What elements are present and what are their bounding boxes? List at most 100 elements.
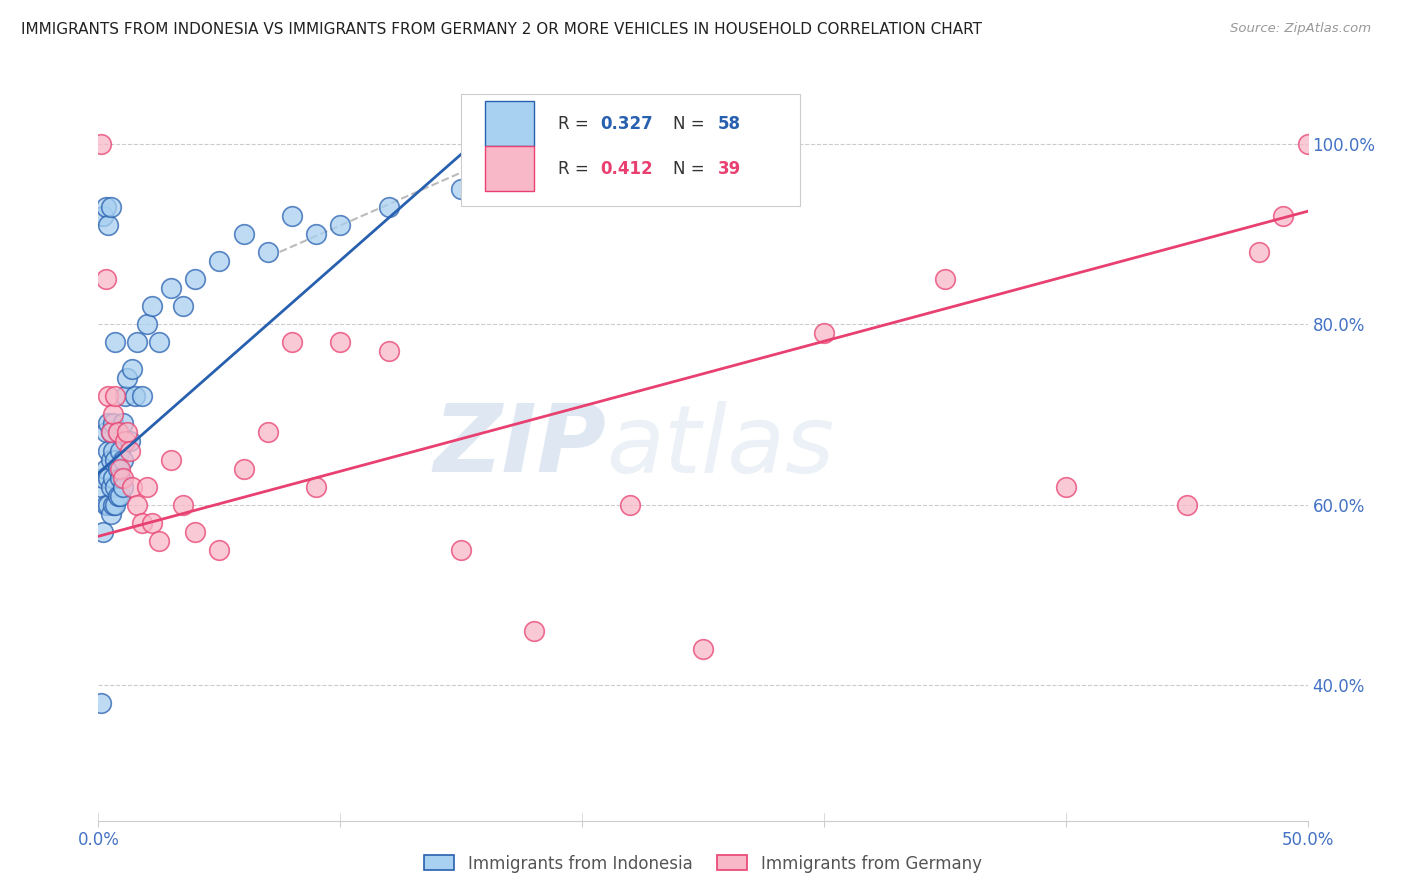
Point (107, 425, 129, 440)
Point (100, 480, 122, 494)
Point (305, 227, 328, 241)
Point (104, 389, 127, 403)
Point (281, 335, 304, 350)
Point (107, 425, 129, 440)
Point (97, 417, 120, 431)
Point (184, 524, 207, 539)
Point (172, 299, 194, 313)
Point (101, 408, 124, 422)
Point (329, 218, 352, 232)
Point (127, 498, 149, 512)
Point (111, 470, 134, 484)
Point (100, 425, 122, 440)
Point (94, 461, 117, 475)
Point (111, 417, 134, 431)
Point (1249, 244, 1271, 259)
Point (281, 209, 304, 223)
Point (813, 326, 835, 340)
Point (121, 480, 143, 494)
Point (124, 389, 146, 403)
Point (148, 335, 170, 350)
Text: R =: R = (558, 160, 593, 178)
Bar (485, 102, 534, 146)
Point (91, 524, 114, 539)
Point (450, 182, 472, 196)
Point (329, 335, 352, 350)
Point (131, 389, 153, 403)
Point (160, 452, 183, 467)
Point (108, 461, 131, 475)
Point (232, 227, 254, 241)
Point (305, 480, 328, 494)
Text: N =: N = (672, 115, 710, 133)
Point (97, 498, 120, 512)
Text: 39: 39 (717, 160, 741, 178)
Point (100, 507, 122, 521)
Point (94, 498, 117, 512)
Point (101, 443, 124, 458)
Point (232, 461, 254, 475)
Text: 58: 58 (717, 115, 741, 133)
Point (1296, 136, 1319, 151)
Point (571, 136, 593, 151)
Point (141, 299, 163, 313)
Text: R =: R = (558, 115, 593, 133)
Text: atlas: atlas (606, 401, 835, 491)
Point (114, 434, 136, 449)
Point (1175, 498, 1198, 512)
Point (104, 480, 127, 494)
Text: N =: N = (672, 160, 710, 178)
Point (118, 443, 141, 458)
Point (111, 480, 134, 494)
Point (101, 498, 124, 512)
Point (934, 272, 956, 286)
Bar (461, 94, 800, 206)
Point (256, 244, 278, 259)
Point (97, 389, 120, 403)
Text: IMMIGRANTS FROM INDONESIA VS IMMIGRANTS FROM GERMANY 2 OR MORE VEHICLES IN HOUSE: IMMIGRANTS FROM INDONESIA VS IMMIGRANTS … (21, 22, 981, 37)
Point (108, 443, 131, 458)
Point (90, 480, 112, 494)
Point (160, 281, 183, 295)
Point (127, 335, 149, 350)
Point (90, 696, 112, 710)
Text: 0.412: 0.412 (600, 160, 652, 178)
Point (114, 389, 136, 403)
Point (450, 542, 472, 557)
Point (117, 425, 139, 440)
Point (101, 417, 124, 431)
Point (141, 516, 163, 530)
Point (101, 470, 124, 484)
Point (91, 209, 114, 223)
Point (131, 516, 153, 530)
Text: ZIP: ZIP (433, 400, 606, 492)
Point (208, 254, 231, 268)
Text: 0.327: 0.327 (600, 115, 652, 133)
Point (184, 272, 207, 286)
Point (1272, 209, 1295, 223)
Point (97, 218, 120, 232)
Point (619, 498, 641, 512)
Point (94, 200, 117, 214)
Point (256, 425, 278, 440)
Point (90, 136, 112, 151)
Point (377, 200, 399, 214)
Bar (485, 146, 534, 191)
Point (148, 533, 170, 548)
Point (104, 498, 127, 512)
Point (91, 470, 114, 484)
Point (94, 272, 117, 286)
Point (104, 452, 127, 467)
Point (108, 470, 131, 484)
Point (111, 452, 134, 467)
Point (108, 489, 131, 503)
Point (208, 542, 231, 557)
Point (94, 425, 117, 440)
Point (135, 317, 157, 331)
Point (172, 498, 194, 512)
Point (107, 461, 129, 475)
Point (377, 344, 399, 359)
Point (135, 480, 157, 494)
Point (118, 434, 141, 449)
Point (100, 452, 122, 467)
